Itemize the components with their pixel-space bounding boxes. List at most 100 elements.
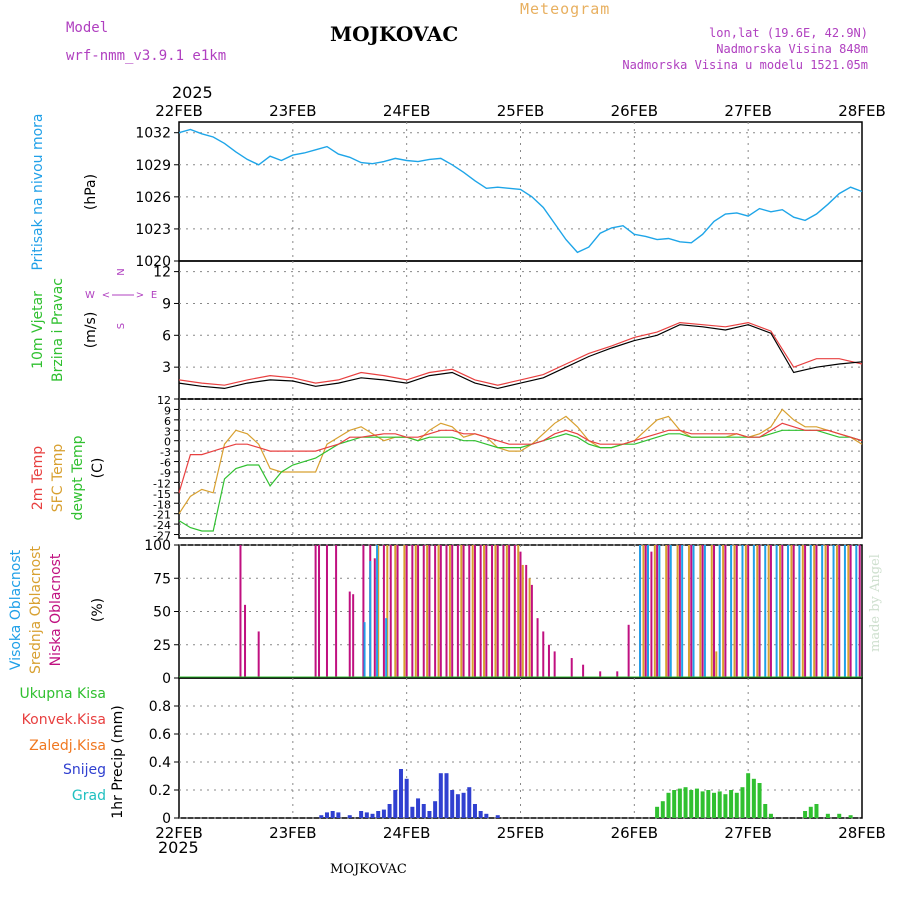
cloud-bar [639, 545, 642, 677]
temp-axis-title-3: dewpt Temp [70, 435, 86, 520]
precip-bar [370, 813, 375, 818]
cloud-bar [779, 545, 782, 677]
precip-bar [381, 809, 386, 818]
temperature-ytick-label: -21 [153, 509, 171, 522]
precip-bar [376, 811, 381, 818]
precip-unit: 1hr Precip (mm) [110, 705, 126, 818]
cloud-bar [434, 545, 437, 677]
cloud-bar [335, 545, 338, 677]
temp-unit: (C) [90, 458, 106, 479]
temperature-frame [178, 398, 863, 539]
cloud-bar [858, 545, 861, 677]
cloud-bar [616, 671, 619, 677]
precip-bar [387, 804, 392, 818]
x-tick-label-top: 26FEB [611, 102, 658, 120]
wind-ytick-label: 12 [153, 265, 171, 281]
precip-ytick-label: 0.6 [149, 727, 171, 743]
cloud-bar [363, 622, 366, 677]
precip-legend-label: Ukupna Kisa [19, 686, 106, 702]
precip-bar [495, 815, 500, 818]
precip-bar [694, 788, 699, 818]
cloud-bar [813, 545, 816, 677]
cloud-bar [752, 545, 755, 677]
precip-bar [398, 769, 403, 818]
precip-bar [763, 804, 768, 818]
cloud-bar [718, 545, 721, 677]
temperature-ytick-label: -15 [153, 488, 171, 501]
clouds-ytick-label: 100 [144, 538, 171, 554]
precip-bar [427, 811, 432, 818]
temp-axis-title-2: SFC Temp [50, 444, 66, 513]
wind-ytick-label: 9 [162, 296, 171, 312]
precip-bar [444, 773, 449, 818]
clouds-frame [178, 544, 863, 679]
precip-bar [455, 794, 460, 818]
pressure-ytick-label: 1032 [135, 126, 171, 142]
cloud-bar [525, 564, 528, 677]
temp-axis-title-1: 2m Temp [30, 446, 46, 510]
precip-bar [689, 790, 694, 818]
cloud-bar [468, 545, 471, 677]
cloud-bar [471, 545, 474, 677]
cloud-bar [411, 545, 414, 677]
cloud-bar [445, 545, 448, 677]
x-tick-label-bottom: 24FEB [383, 824, 430, 842]
precip-bar [700, 791, 705, 818]
cloud-bar [348, 591, 351, 677]
cloud-bar [627, 624, 630, 677]
cloud-bar [849, 545, 852, 677]
cloud-bar [422, 545, 425, 677]
cloud-bar [669, 545, 672, 677]
clouds-ytick-label: 25 [153, 638, 171, 654]
precip-bar [472, 804, 477, 818]
x-tick-label-bottom: 27FEB [724, 824, 771, 842]
precip-bar [768, 813, 773, 818]
cloud-bar [417, 545, 420, 677]
x-tick-label-bottom: 28FEB [838, 824, 885, 842]
cloud-bar [547, 644, 550, 677]
cloud-bar [735, 545, 738, 677]
cloud-bar [676, 545, 679, 677]
cloud-bar [376, 545, 379, 677]
cloud-bar [798, 545, 801, 677]
precip-ytick-label: 0.2 [149, 783, 171, 799]
cloud-bar [314, 545, 317, 677]
precip-bar [814, 804, 819, 818]
cloud-bar [485, 545, 488, 677]
cloud-bar [730, 545, 733, 677]
precip-bar [410, 806, 415, 818]
cloud-bar [724, 545, 727, 677]
year-bottom: 2025 [158, 838, 199, 857]
cloud-bar [804, 545, 807, 677]
cloud-bar [451, 545, 454, 677]
wind-frame [178, 260, 863, 400]
temperature-ytick-label: 9 [164, 404, 171, 417]
x-tick-label-top: 24FEB [383, 102, 430, 120]
cloud-bar [428, 545, 431, 677]
cloud-bar [699, 545, 702, 677]
cloud-bar [790, 545, 793, 677]
model-altitude-label: Nadmorska Visina u modelu 1521.05m [622, 58, 868, 72]
cloud-bar [747, 545, 750, 677]
cloud-bar [656, 545, 659, 677]
sfc-temp-line [178, 408, 863, 515]
cloud-bar [530, 584, 533, 677]
cloud-bar [722, 545, 725, 677]
precip-bar [734, 792, 739, 818]
cloud-bar [439, 545, 442, 677]
cloud-bar [244, 604, 247, 677]
cloud-bar [570, 658, 573, 677]
cloud-bar [369, 545, 372, 677]
temperature-ytick-label: -24 [153, 519, 171, 532]
cloud-axis-title-1: Visoka Oblacnost [8, 549, 24, 670]
cloud-bar [665, 545, 668, 677]
cloud-bar [713, 545, 716, 677]
precip-bar [319, 815, 324, 818]
precip-bar [746, 773, 751, 818]
cloud-bar [764, 545, 767, 677]
precip-bar [677, 788, 682, 818]
precip-bar [740, 787, 745, 818]
precip-ytick-label: 0 [162, 811, 171, 827]
precip-bar [825, 813, 830, 818]
clouds-ytick-label: 0 [162, 671, 171, 687]
